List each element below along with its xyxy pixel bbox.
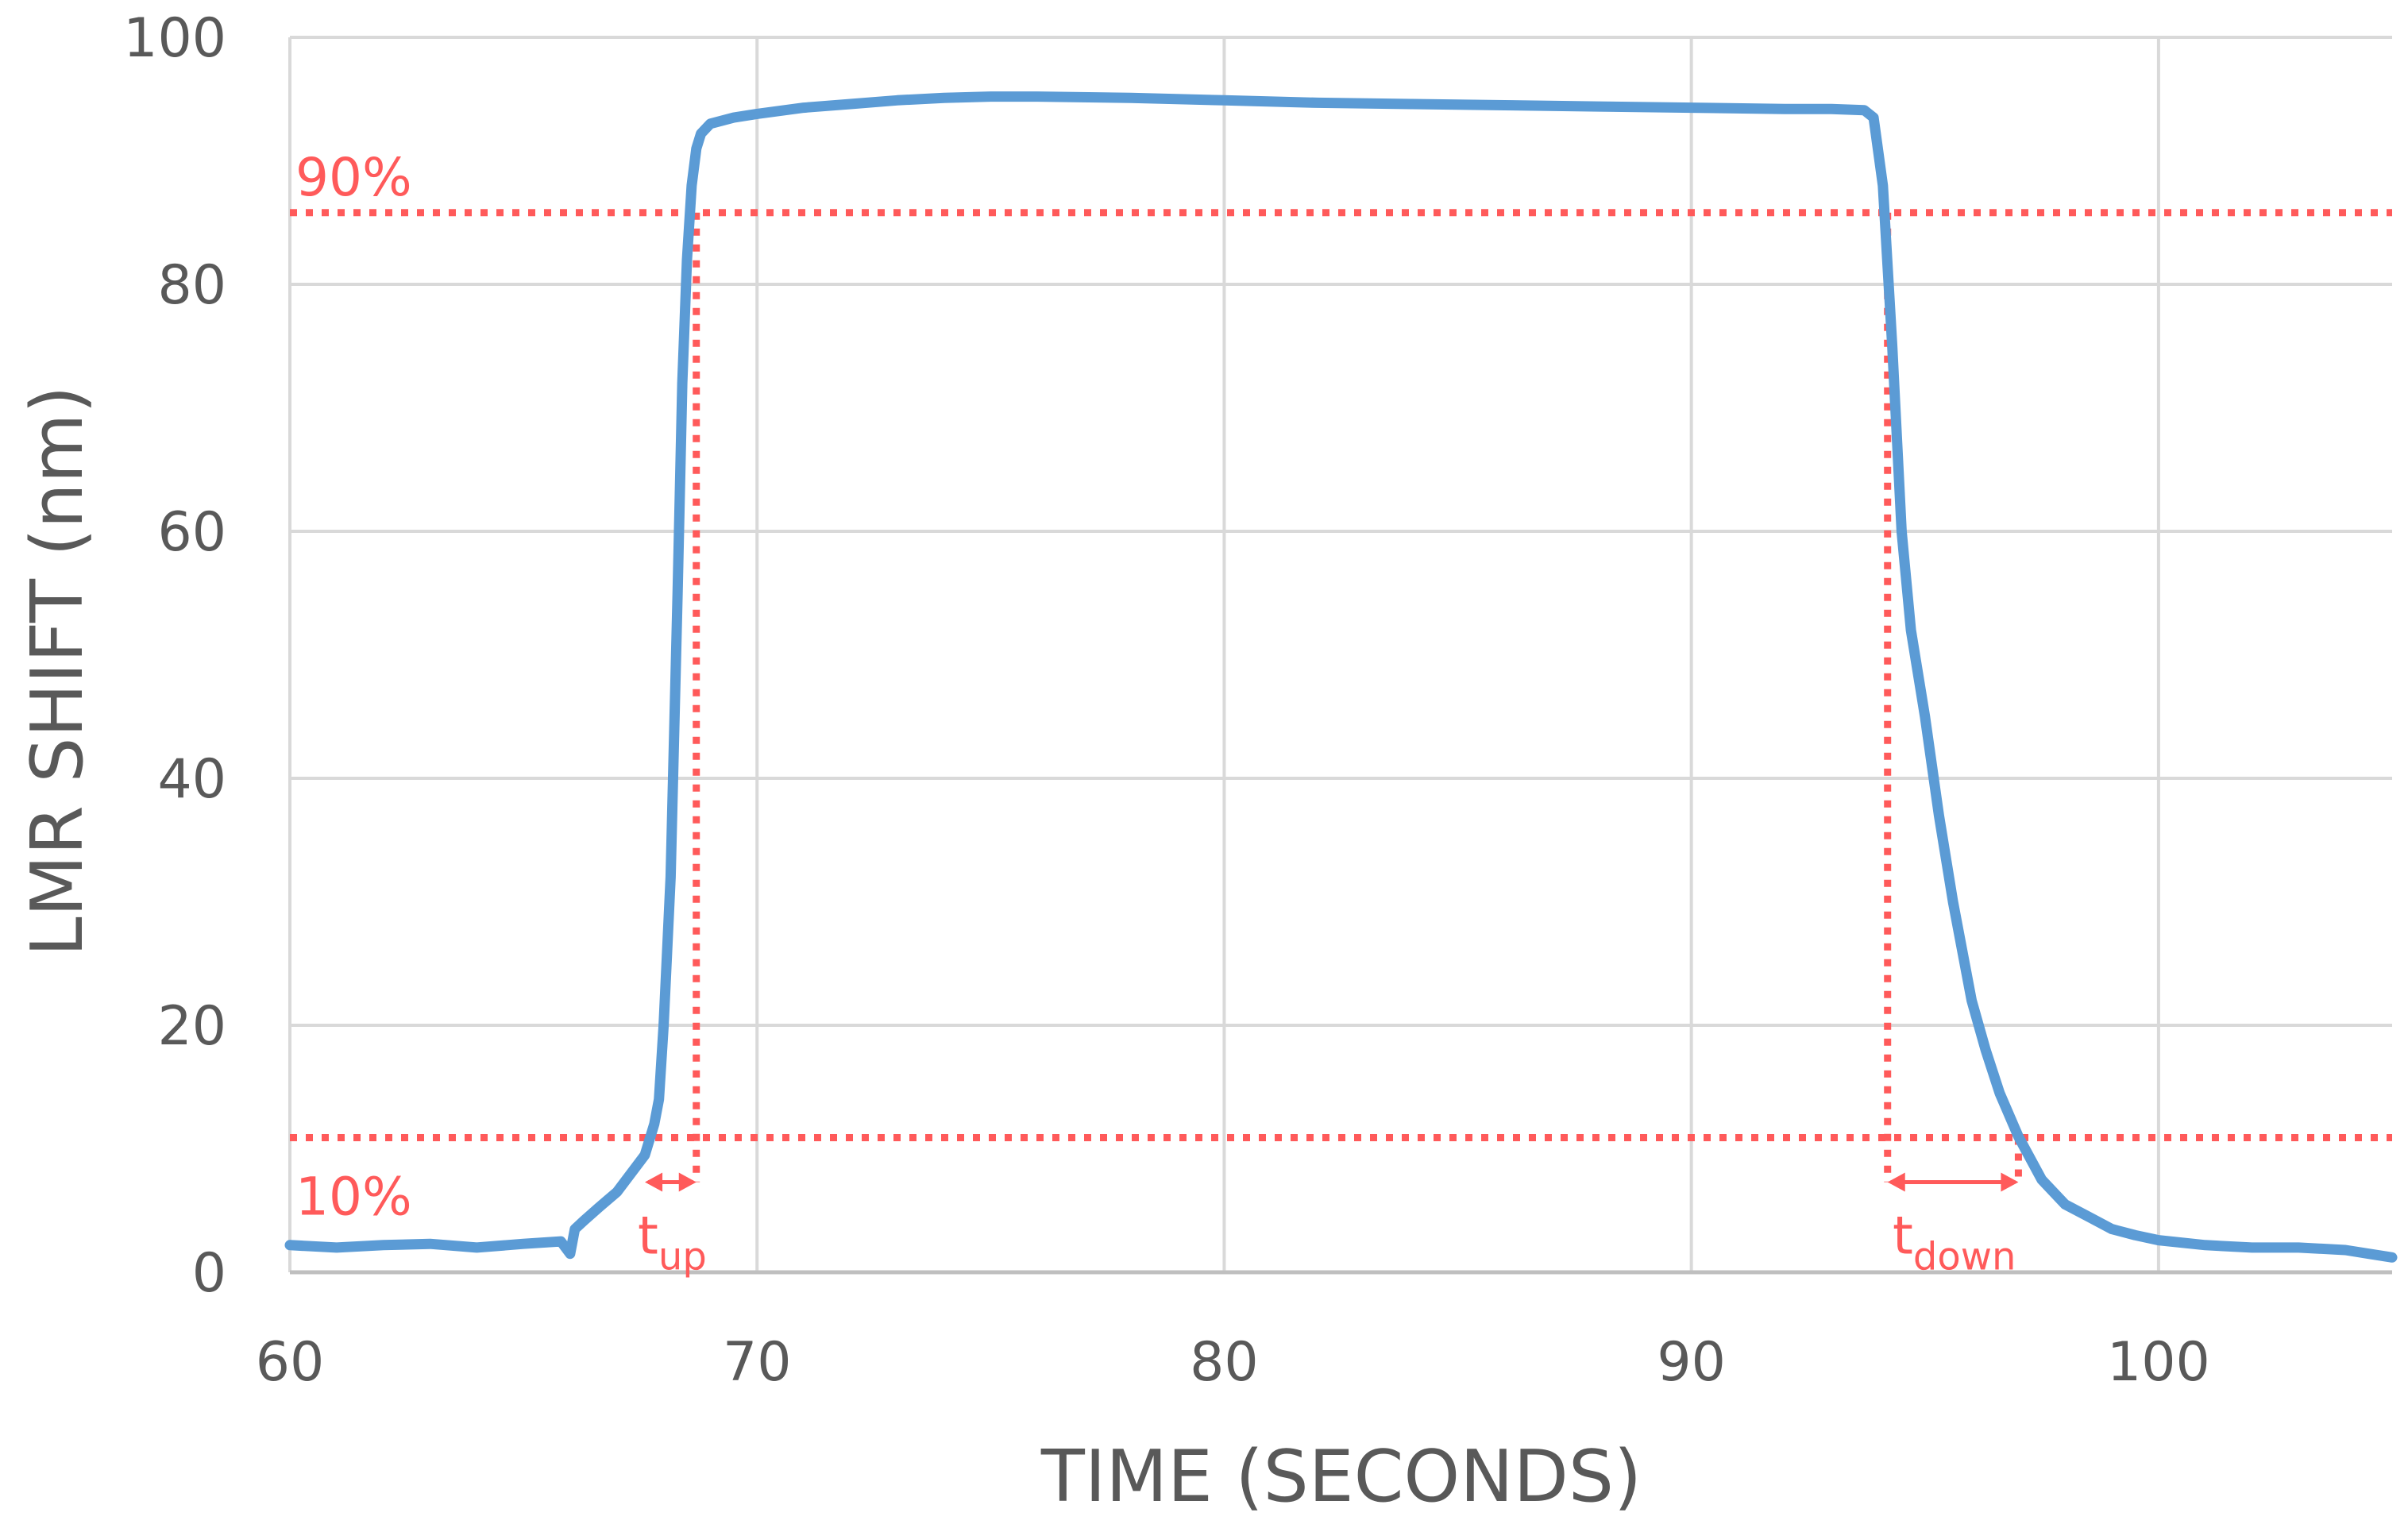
- threshold-lines: [290, 209, 2392, 1183]
- x-axis-title: TIME (SECONDS): [1040, 1435, 1642, 1518]
- x-tick-label-60: 60: [256, 1331, 325, 1394]
- t-down-label: tdown: [1893, 1205, 2016, 1279]
- y-tick-label-100: 100: [123, 7, 226, 70]
- annotations: 90% 10% tup tdown: [295, 147, 2019, 1279]
- y-tick-label-20: 20: [157, 995, 226, 1058]
- t-up-label: tup: [638, 1205, 707, 1279]
- x-tick-label-70: 70: [723, 1331, 792, 1394]
- grid-lines: [288, 36, 2392, 1272]
- y-tick-label-80: 80: [157, 254, 226, 317]
- series-line-0: [284, 91, 2398, 1263]
- tick-labels: 0 20 40 60 80 100 60 70 80 90 100: [123, 7, 2210, 1394]
- y-axis-title: LMR SHIFT (nm): [16, 386, 99, 957]
- x-tick-label-100: 100: [2107, 1331, 2210, 1394]
- y-tick-label-60: 60: [157, 501, 226, 564]
- t-up-arrow: [645, 1172, 697, 1192]
- threshold-10-label: 10%: [295, 1167, 412, 1228]
- y-tick-label-0: 0: [192, 1242, 226, 1305]
- threshold-90-label: 90%: [295, 147, 412, 208]
- y-tick-label-40: 40: [157, 748, 226, 811]
- x-tick-label-80: 80: [1190, 1331, 1259, 1394]
- t-down-arrow: [1887, 1172, 2019, 1192]
- series-layer: [284, 91, 2398, 1263]
- x-tick-label-90: 90: [1657, 1331, 1726, 1394]
